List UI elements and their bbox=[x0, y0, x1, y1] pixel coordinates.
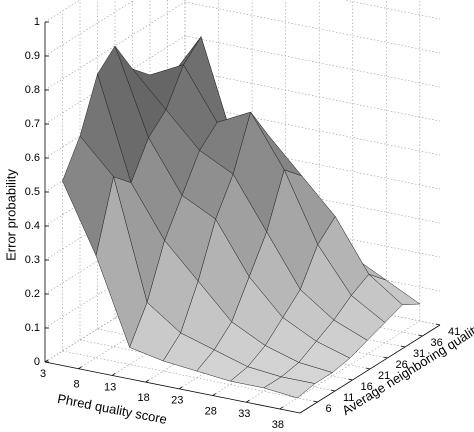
y-tick bbox=[418, 334, 423, 337]
y-tick bbox=[348, 378, 353, 381]
x-tick bbox=[212, 393, 216, 396]
z-tick-label: 0.4 bbox=[25, 220, 40, 232]
x-tick-label: 3 bbox=[40, 368, 46, 380]
x-tick bbox=[145, 379, 149, 383]
y-tick-label: 21 bbox=[378, 370, 390, 382]
x-tick bbox=[78, 366, 82, 370]
z-tick-label: 0.1 bbox=[25, 322, 40, 334]
x-tick bbox=[178, 386, 183, 390]
y-tick bbox=[400, 345, 406, 348]
y-tick-label: 11 bbox=[343, 392, 354, 404]
grid-line bbox=[44, 1, 186, 91]
z-tick-label: 0.3 bbox=[25, 254, 40, 266]
x-tick-label: 33 bbox=[238, 408, 250, 420]
z-tick-label: 0.5 bbox=[25, 186, 40, 198]
y-tick bbox=[365, 367, 371, 370]
x-tick-label: 38 bbox=[272, 419, 284, 431]
x-tick-label: 18 bbox=[138, 392, 150, 404]
grid-line bbox=[44, 35, 186, 125]
grid-line bbox=[62, 350, 318, 403]
z-axis-label: Error probability bbox=[3, 169, 18, 261]
x-axis-label: Phred quality score bbox=[56, 391, 168, 427]
x-tick bbox=[246, 399, 250, 403]
z-tick-label: 0.7 bbox=[25, 118, 40, 130]
z-tick-label: 0.8 bbox=[25, 84, 40, 96]
y-tick bbox=[313, 400, 318, 403]
x-tick-label: 8 bbox=[73, 379, 79, 391]
x-axis bbox=[44, 361, 301, 414]
grid-line bbox=[184, 1, 441, 54]
y-tick-label: 6 bbox=[326, 403, 332, 415]
surface bbox=[62, 36, 421, 399]
z-tick-label: 0.9 bbox=[25, 50, 40, 62]
x-tick bbox=[44, 359, 49, 363]
z-tick-label: 0.2 bbox=[25, 288, 40, 300]
z-tick-label: 0.6 bbox=[25, 152, 40, 164]
grid-line bbox=[44, 0, 81, 23]
y-tick-label: 16 bbox=[361, 381, 373, 393]
y-tick bbox=[435, 323, 441, 326]
grid-line bbox=[184, 69, 441, 122]
x-tick-label: 23 bbox=[171, 395, 183, 407]
y-tick bbox=[383, 356, 388, 359]
x-tick-label: 13 bbox=[104, 381, 116, 393]
grid-line bbox=[184, 35, 441, 88]
y-tick-label: 31 bbox=[413, 348, 425, 360]
grid-line bbox=[279, 320, 421, 410]
x-tick-label: 28 bbox=[205, 405, 217, 417]
x-tick bbox=[279, 406, 284, 410]
z-tick-label: 1 bbox=[34, 16, 40, 28]
y-tick-label: 41 bbox=[448, 326, 460, 338]
y-tick-label: 36 bbox=[431, 337, 443, 349]
z-tick-label: 0 bbox=[34, 356, 40, 368]
y-tick bbox=[330, 389, 336, 392]
grid-line bbox=[184, 103, 441, 156]
y-tick-label: 26 bbox=[396, 359, 408, 371]
surface-patch bbox=[263, 376, 316, 399]
x-tick bbox=[111, 373, 116, 376]
